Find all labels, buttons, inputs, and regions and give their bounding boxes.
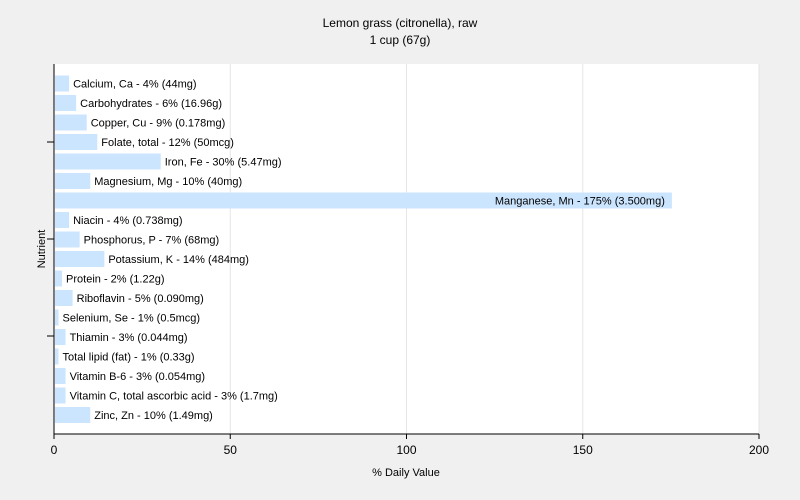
x-tick-label: 100 [396,443,416,457]
bar-label: Magnesium, Mg - 10% (40mg) [94,176,242,188]
x-tick-labels: 0 50 100 150 200 [51,434,769,457]
x-tick-label: 200 [749,443,769,457]
bar-label: Vitamin C, total ascorbic acid - 3% (1.7… [70,391,278,403]
chart-subtitle: 1 cup (67g) [370,33,431,47]
chart-title: Lemon grass (citronella), raw [323,16,478,30]
bar [55,251,105,267]
bar-label: Folate, total - 12% (50mcg) [101,137,234,149]
x-tick-label: 0 [51,443,58,457]
bar-label: Iron, Fe - 30% (5.47mg) [165,157,282,169]
bar [55,329,66,345]
bar [55,212,70,228]
bar [55,387,66,404]
y-axis-title: Nutrient [36,230,48,269]
bar [55,231,80,248]
grid-lines [229,64,760,434]
bar-label: Total lipid (fat) - 1% (0.33g) [63,352,195,364]
bar-label: Calcium, Ca - 4% (44mg) [73,79,196,91]
x-tick-label: 50 [224,443,238,457]
bar-label: Potassium, K - 14% (484mg) [108,254,249,266]
bar [55,173,91,189]
bar [55,407,91,423]
bar [55,270,63,287]
bar-label: Selenium, Se - 1% (0.5mcg) [63,313,201,325]
bar-label: Manganese, Mn - 175% (3.500mg) [495,196,665,208]
bar-label: Zinc, Zn - 10% (1.49mg) [94,410,213,422]
bar-label: Niacin - 4% (0.738mg) [73,215,182,227]
x-axis-title: % Daily Value [372,467,440,479]
bar-label: Carbohydrates - 6% (16.96g) [80,98,222,110]
bar-label: Phosphorus, P - 7% (68mg) [84,235,220,247]
bar-label: Copper, Cu - 9% (0.178mg) [91,118,226,130]
bar [55,192,672,209]
bar [55,348,59,365]
bar [55,368,66,384]
bars: Calcium, Ca - 4% (44mg) Carbohydrates - 6… [55,75,672,423]
bar [55,309,59,326]
x-tick-label: 150 [573,443,593,457]
bar [55,290,73,306]
bar-label: Vitamin B-6 - 3% (0.054mg) [70,371,206,383]
bar-label: Protein - 2% (1.22g) [66,274,164,286]
bar [55,114,87,131]
bar [55,134,98,150]
bar [55,75,70,92]
bar [55,153,161,170]
bar-label: Thiamin - 3% (0.044mg) [70,332,188,344]
bar-label: Riboflavin - 5% (0.090mg) [77,293,204,305]
bar [55,95,77,111]
